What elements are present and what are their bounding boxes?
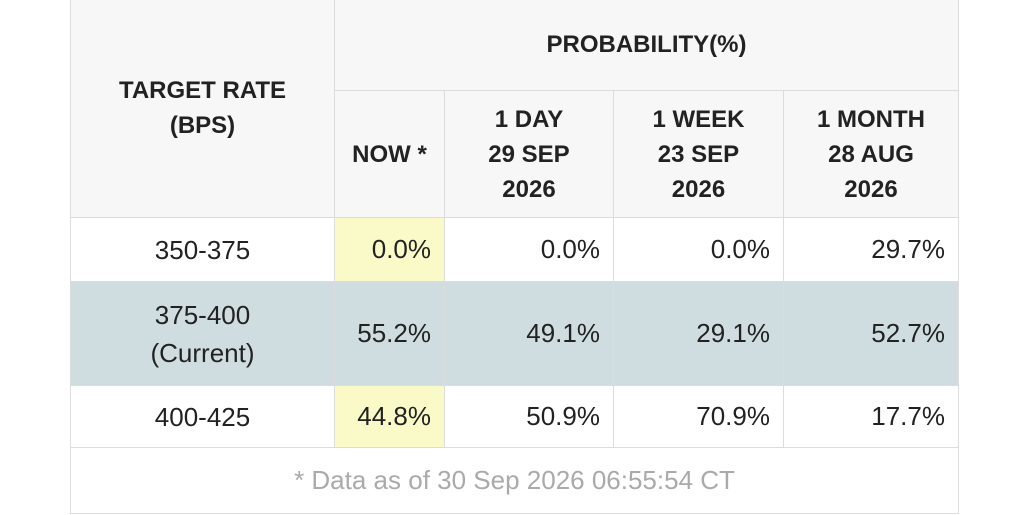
footnote: * Data as of 30 Sep 2026 06:55:54 CT (70, 447, 959, 514)
header-text: 29 SEP (488, 140, 570, 168)
header-text: PROBABILITY(%) (546, 31, 747, 58)
value-cell: 70.9% (613, 385, 784, 448)
label-text: 350-375 (154, 234, 251, 265)
value-text: 0.0% (710, 234, 770, 264)
label-text: 400-425 (154, 401, 251, 432)
label-text: (Current) (150, 337, 255, 368)
value-cell: 49.1% (444, 281, 614, 386)
value-text: 49.1% (526, 318, 600, 348)
value-cell: 0.0% (613, 217, 784, 282)
column-header: 1 MONTH 28 AUG 2026 (783, 90, 959, 218)
value-text: 29.1% (696, 318, 770, 348)
header-text: (BPS) (169, 112, 236, 139)
value-text: 0.0% (371, 234, 431, 264)
value-text: 44.8% (357, 401, 431, 431)
row-label: 375-400 (Current) (70, 281, 335, 386)
header-text: 1 WEEK (652, 105, 745, 133)
value-text: 0.0% (540, 234, 600, 264)
header-text: 2026 (671, 175, 726, 203)
value-cell: 0.0% (334, 217, 445, 282)
value-cell: 0.0% (444, 217, 614, 282)
value-cell: 29.1% (613, 281, 784, 386)
header-text: TARGET RATE (118, 77, 287, 104)
corner-header: TARGET RATE (BPS) (70, 0, 335, 218)
value-text: 52.7% (871, 318, 945, 348)
header-text: 23 SEP (657, 140, 740, 168)
value-cell: 50.9% (444, 385, 614, 448)
column-header: 1 WEEK 23 SEP 2026 (613, 90, 784, 218)
value-cell: 52.7% (783, 281, 959, 386)
header-text: 28 AUG (828, 140, 914, 168)
row-label: 350-375 (70, 217, 335, 282)
header-text: 1 DAY (494, 105, 564, 133)
group-header: PROBABILITY(%) (334, 0, 959, 91)
label-text: 375-400 (154, 299, 251, 330)
value-text: 50.9% (526, 401, 600, 431)
value-cell: 55.2% (334, 281, 445, 386)
column-header: 1 DAY 29 SEP 2026 (444, 90, 614, 218)
header-text: 2026 (844, 175, 898, 203)
value-cell: 29.7% (783, 217, 959, 282)
row-label: 400-425 (70, 385, 335, 448)
value-cell: 17.7% (783, 385, 959, 448)
value-text: 29.7% (871, 234, 945, 264)
value-text: 70.9% (696, 401, 770, 431)
header-text: NOW * (352, 140, 427, 168)
header-text: 2026 (502, 175, 556, 203)
column-header: NOW * (334, 90, 445, 218)
value-text: 17.7% (871, 401, 945, 431)
footnote-text: * Data as of 30 Sep 2026 06:55:54 CT (294, 465, 735, 495)
header-text: 1 MONTH (817, 105, 925, 133)
value-text: 55.2% (357, 318, 431, 348)
value-cell: 44.8% (334, 385, 445, 448)
